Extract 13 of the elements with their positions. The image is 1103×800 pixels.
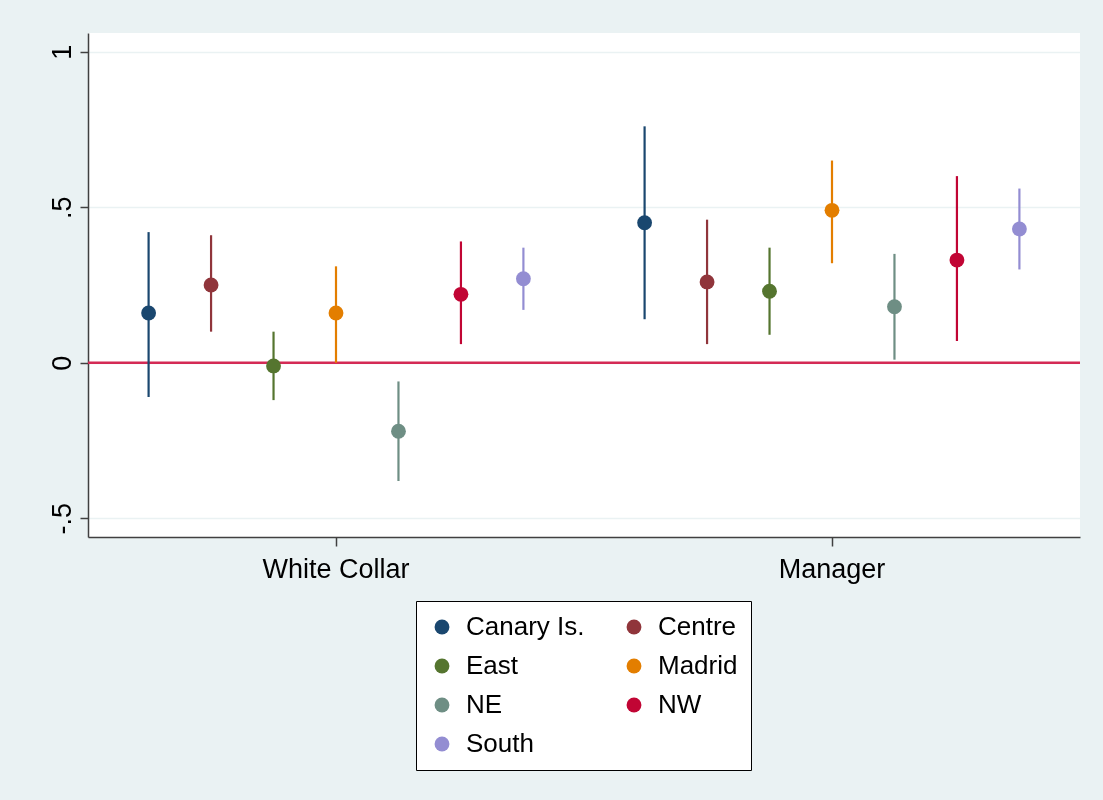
y-tick-label: .5: [46, 196, 77, 219]
legend-label: NE: [466, 689, 503, 719]
y-tick-label: 0: [46, 355, 77, 371]
y-tick-label: -.5: [46, 503, 77, 535]
legend-label: NW: [658, 689, 702, 719]
legend-label: East: [466, 650, 519, 680]
x-tick-label: White Collar: [262, 553, 410, 584]
x-tick-label: Manager: [778, 553, 886, 584]
y-tick-label: 1: [46, 44, 77, 60]
legend-label: Canary Is.: [466, 611, 585, 641]
legend-label: Madrid: [658, 650, 738, 680]
legend-label: Centre: [658, 611, 737, 641]
legend-label: South: [466, 728, 534, 758]
